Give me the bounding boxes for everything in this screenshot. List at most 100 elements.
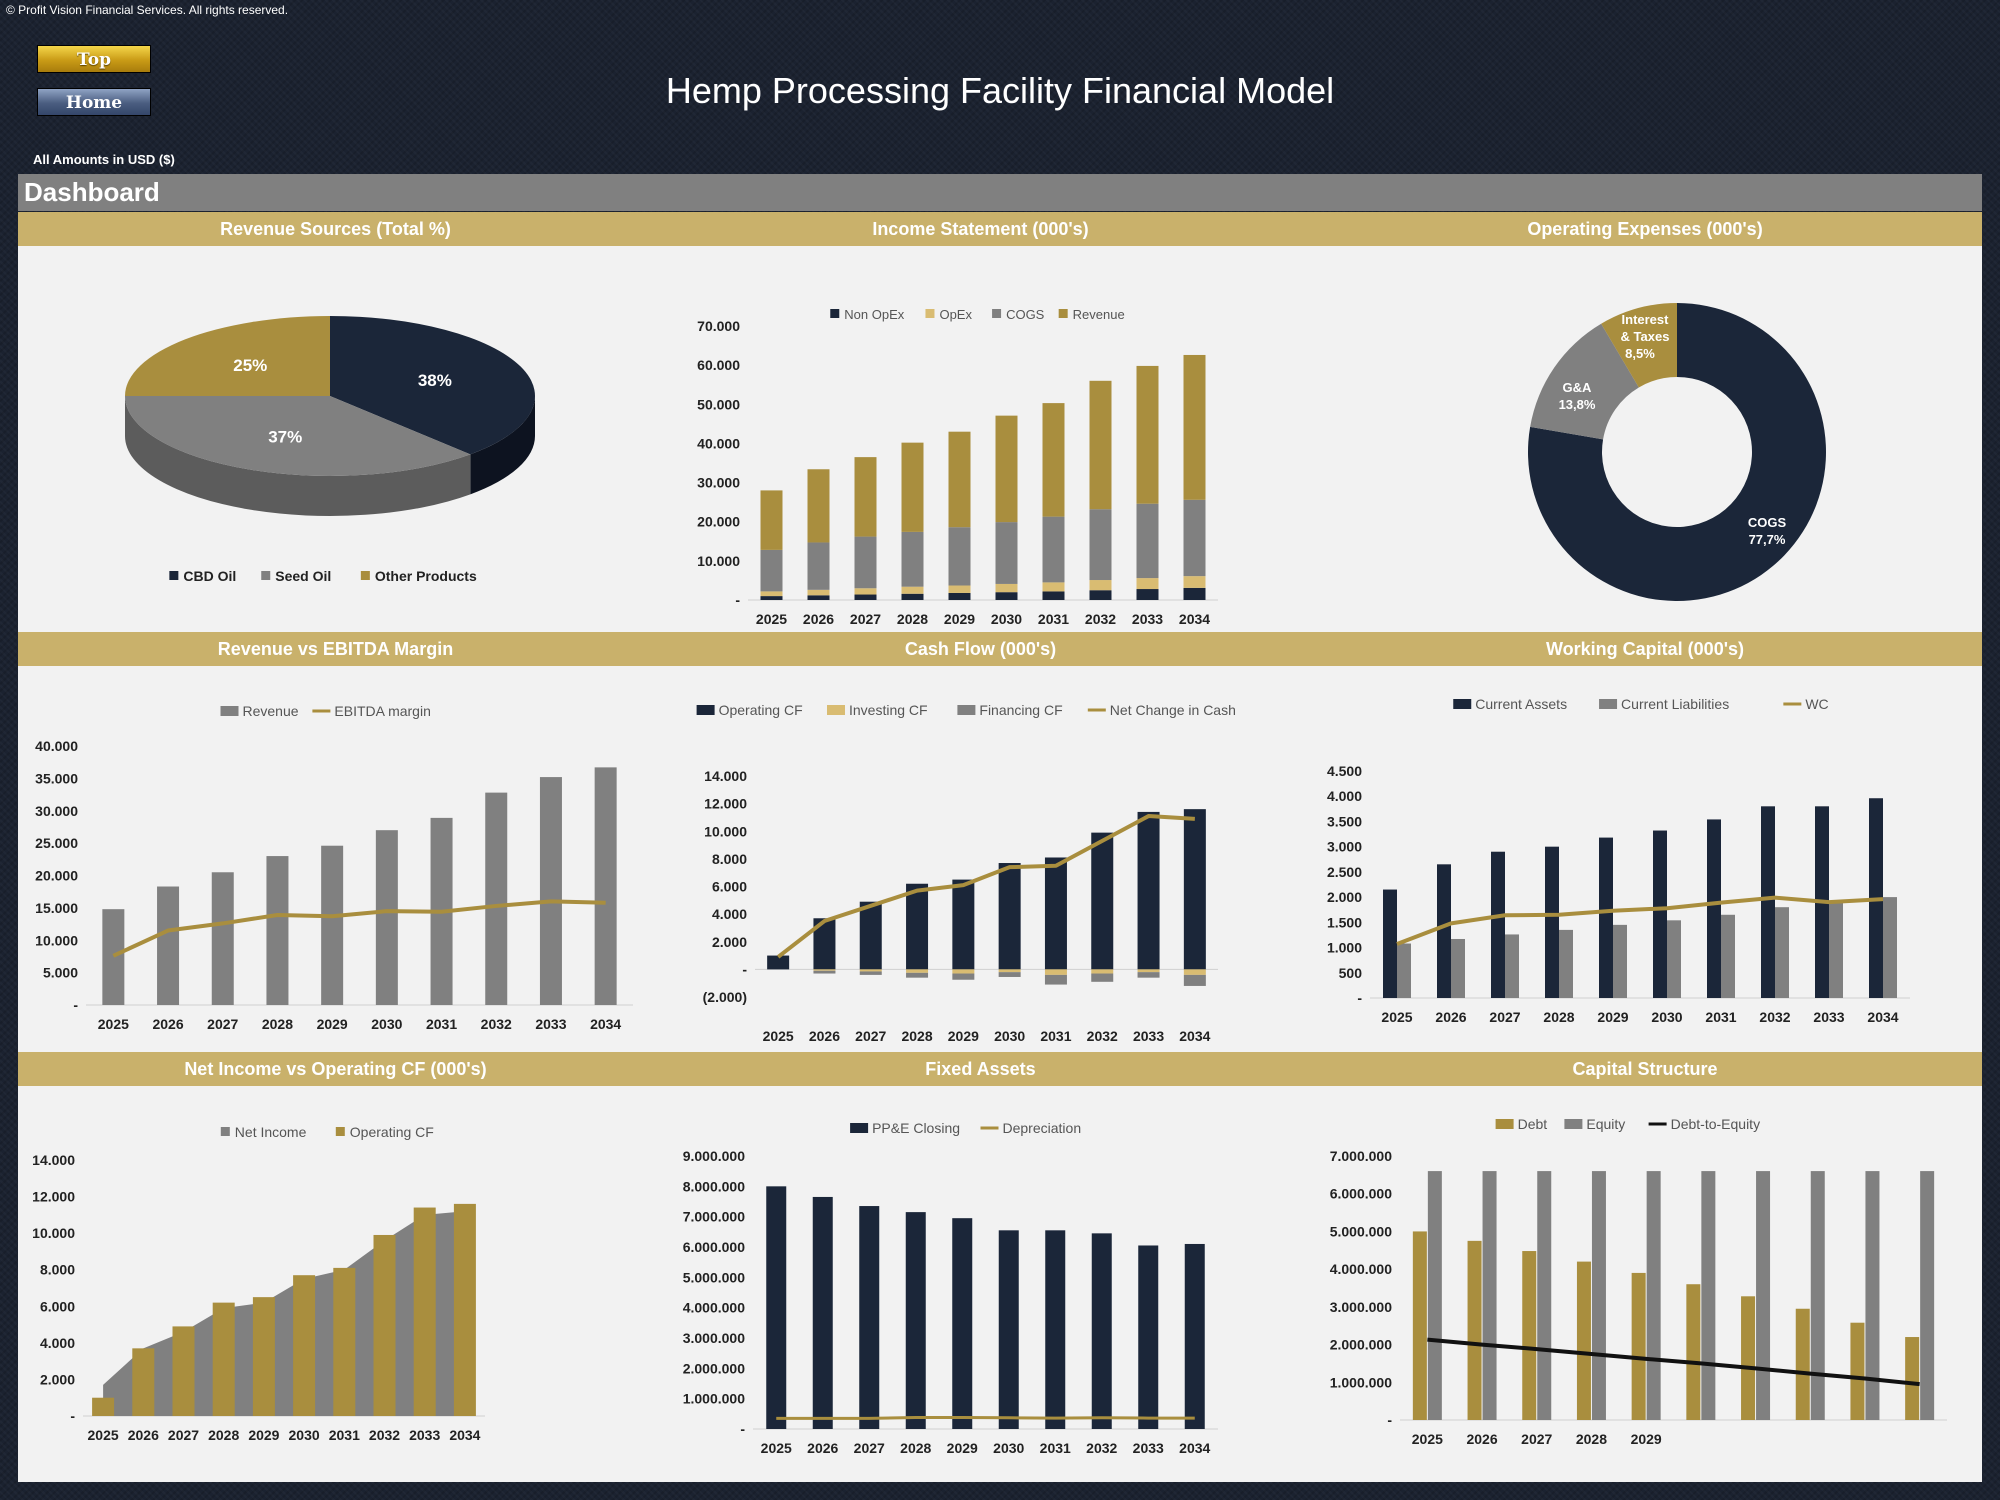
- legend-marker: [992, 309, 1002, 318]
- legend-label: Current Assets: [1475, 696, 1567, 712]
- x-tick-label: 2028: [900, 1440, 931, 1456]
- bar: [1451, 938, 1465, 998]
- panel-title: Capital Structure: [1308, 1052, 1982, 1086]
- y-tick-label: -: [742, 961, 747, 977]
- bar: [1653, 830, 1667, 998]
- bar: [172, 1326, 195, 1416]
- panel-rev-ebitda: Revenue vs EBITDA Margin - 5.000 10.000 15.…: [18, 632, 653, 1052]
- y-tick-label: 10.000: [35, 932, 78, 948]
- legend-marker: [1058, 309, 1068, 318]
- bar: [905, 1212, 926, 1429]
- legend-label: Current Liabilities: [1621, 696, 1729, 712]
- page-title: Hemp Processing Facility Financial Model: [665, 70, 1335, 111]
- donut-value: 77,7%: [1749, 532, 1786, 547]
- bar: [948, 431, 971, 528]
- legend-label: COGS: [1006, 307, 1045, 322]
- bar: [1761, 806, 1775, 998]
- bar: [906, 883, 929, 970]
- y-tick-label: 3.000.000: [1330, 1299, 1392, 1315]
- x-tick-label: 2028: [897, 611, 928, 627]
- bar: [813, 918, 836, 970]
- home-button[interactable]: Home: [37, 88, 151, 116]
- panel-income-statement: Income Statement (000's) - 10.000 20.000 30…: [653, 212, 1308, 632]
- panel-revenue-sources: Revenue Sources (Total %) 38% 37% 25% CBD O…: [18, 212, 653, 632]
- bar: [1183, 809, 1206, 970]
- panel-title: Fixed Assets: [653, 1052, 1308, 1086]
- panel-title: Net Income vs Operating CF (000's): [18, 1052, 653, 1086]
- legend-label: OpEx: [939, 307, 972, 322]
- x-tick-label: 2030: [994, 1028, 1025, 1044]
- bar: [1756, 1171, 1771, 1420]
- bar: [1491, 851, 1505, 998]
- y-tick-label: 4.500: [1327, 763, 1362, 779]
- bar: [1136, 589, 1159, 600]
- x-tick-label: 2027: [1521, 1431, 1552, 1447]
- legend-marker: [220, 1127, 230, 1136]
- y-tick-label: 15.000: [35, 900, 78, 916]
- bar: [1920, 1171, 1935, 1420]
- legend-label: Other Products: [375, 568, 477, 584]
- bar: [1183, 969, 1206, 975]
- bar: [901, 442, 924, 532]
- legend-marker: [696, 705, 715, 715]
- bar: [1437, 864, 1451, 998]
- x-tick-label: 2034: [1179, 1028, 1210, 1044]
- x-tick-label: 2028: [1543, 1009, 1574, 1025]
- bar: [1137, 972, 1160, 978]
- currency-note: All Amounts in USD ($): [33, 152, 175, 167]
- legend-label: Equity: [1586, 1116, 1625, 1132]
- bar: [1183, 354, 1206, 500]
- donut-label: COGS: [1748, 515, 1787, 530]
- legend-label: Net Change in Cash: [1110, 702, 1236, 718]
- bar: [1091, 973, 1114, 982]
- bar: [1505, 934, 1519, 998]
- y-tick-label: -: [740, 1421, 745, 1437]
- y-tick-label: 4.000.000: [683, 1300, 745, 1316]
- y-tick-label: 6.000: [712, 879, 747, 895]
- bar: [373, 1234, 396, 1416]
- bar: [813, 970, 836, 974]
- capital-structure-chart: - 1.000.000 2.000.000 3.000.000 4.000.000 5.0…: [1330, 1116, 1947, 1447]
- y-tick-label: 8.000.000: [683, 1178, 745, 1194]
- bar: [998, 972, 1021, 977]
- x-tick-label: 2033: [1133, 1440, 1164, 1456]
- y-tick-label: 50.000: [697, 396, 740, 412]
- x-tick-label: 2032: [1087, 1028, 1118, 1044]
- donut-label: G&A: [1563, 380, 1593, 395]
- bar: [854, 588, 877, 595]
- y-tick-label: 4.000: [712, 906, 747, 922]
- line-series: [1427, 1337, 1920, 1387]
- x-tick-label: 2034: [590, 1016, 621, 1032]
- bar: [952, 879, 975, 970]
- bar: [1137, 811, 1160, 970]
- bar: [859, 1206, 880, 1429]
- x-tick-label: 2029: [1597, 1009, 1628, 1025]
- y-tick-label: 2.000: [1327, 889, 1362, 905]
- y-tick-label: 12.000: [704, 796, 747, 812]
- y-tick-label: 6.000: [40, 1298, 75, 1314]
- x-tick-label: 2031: [426, 1016, 457, 1032]
- y-tick-label: 40.000: [697, 435, 740, 451]
- bar: [212, 1302, 235, 1416]
- bar: [1044, 974, 1067, 985]
- bar: [293, 1275, 316, 1416]
- line-series: [112, 899, 606, 958]
- y-tick-label: 12.000: [32, 1189, 75, 1205]
- area-series: [103, 1211, 465, 1416]
- top-button[interactable]: Top: [37, 45, 151, 73]
- panel-fixed-assets: Fixed Assets - 1.000.000 2.000.000 3.000.00…: [653, 1052, 1308, 1482]
- y-tick-label: 4.000.000: [1330, 1261, 1392, 1277]
- bar: [948, 592, 971, 600]
- bar: [1042, 516, 1065, 583]
- pie-data-label: 38%: [418, 371, 452, 390]
- bar: [1136, 365, 1159, 504]
- y-tick-label: 2.000: [40, 1371, 75, 1387]
- donut-label: Interest: [1622, 312, 1670, 327]
- y-tick-label: 40.000: [35, 738, 78, 754]
- bar: [1042, 591, 1065, 600]
- bar: [906, 969, 929, 973]
- bar: [995, 583, 1018, 593]
- bar: [767, 955, 790, 970]
- bar: [485, 792, 508, 1005]
- donut-label: & Taxes: [1621, 329, 1670, 344]
